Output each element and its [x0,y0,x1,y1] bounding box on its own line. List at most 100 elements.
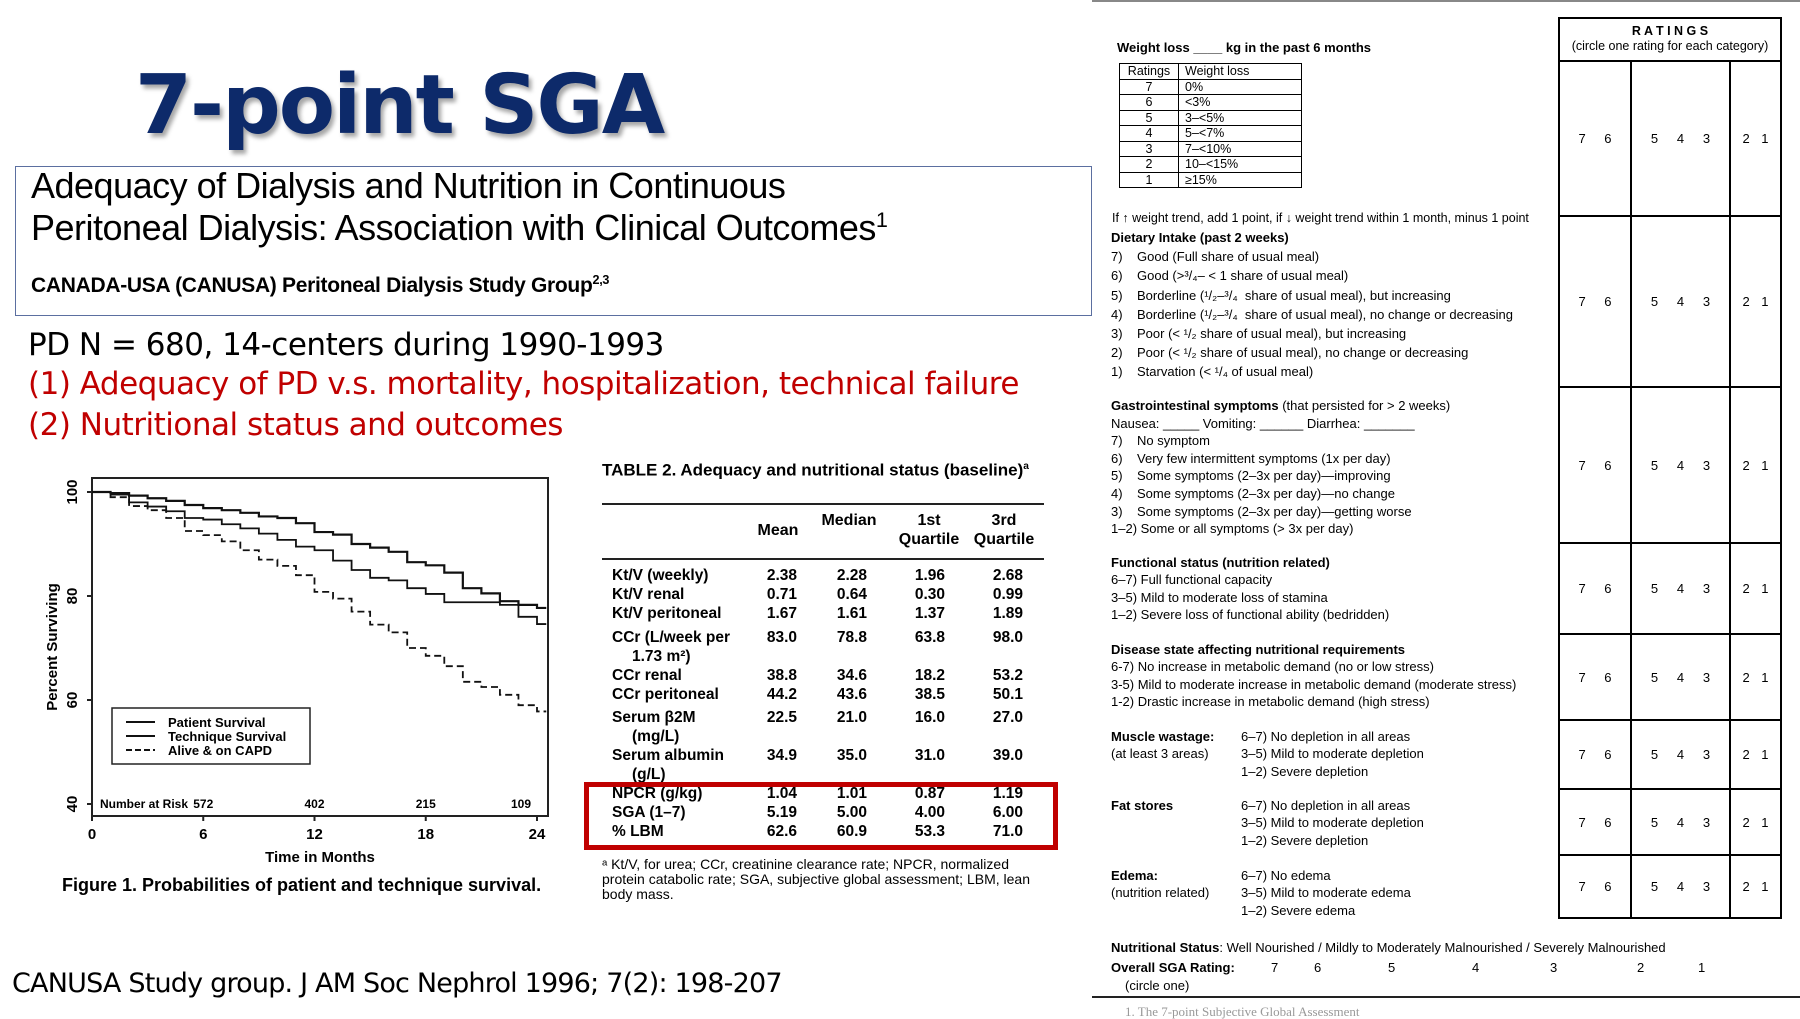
rating-option[interactable]: 5 [1650,131,1659,146]
rating-option[interactable]: 5 [1650,814,1659,830]
rating-option[interactable]: 3 [1702,131,1711,146]
rating-option[interactable]: 5 [1650,747,1659,762]
edema-item: 3–5) Mild to moderate edema [1241,885,1411,901]
rating-option[interactable]: 4 [1676,131,1685,146]
rating-option[interactable]: 2 [1742,294,1750,309]
rating-cell[interactable]: 5 4 3 [1630,544,1729,633]
rating-cell[interactable]: 5 4 3 [1630,635,1729,719]
x-tick-label: 18 [417,826,434,843]
rating-option[interactable]: 7 [1578,879,1586,894]
rating-option[interactable]: 3 [1702,879,1711,894]
rating-option[interactable]: 6 [1604,814,1612,830]
rating-option[interactable]: 6 [1604,669,1612,685]
rating-option[interactable]: 4 [1676,457,1685,473]
rating-option[interactable]: 1 [1761,879,1769,894]
rating-option[interactable]: 7 [1578,294,1586,309]
overall-rating-option[interactable]: 6 [1314,960,1322,975]
rating-option[interactable]: 7 [1578,814,1586,830]
rating-option[interactable]: 2 [1742,747,1750,762]
cell-value: 1.19 [992,785,1023,802]
rating-option[interactable]: 1 [1761,581,1769,596]
rating-option[interactable]: 7 [1578,747,1586,762]
rating-option[interactable]: 2 [1742,879,1750,894]
rating-option[interactable]: 5 [1650,457,1659,473]
rating-option[interactable]: 6 [1604,747,1612,762]
rating-option[interactable]: 4 [1676,747,1685,762]
overall-rating-option[interactable]: 1 [1698,960,1706,975]
rating-option[interactable]: 5 [1650,581,1659,596]
rating-option[interactable]: 1 [1761,457,1769,473]
rating-cell[interactable]: 5 4 3 [1630,388,1729,542]
rating-option[interactable]: 6 [1604,131,1612,146]
overall-rating-option[interactable]: 4 [1472,960,1480,975]
rating-option[interactable]: 1 [1761,814,1769,830]
rating-option[interactable]: 3 [1702,814,1711,830]
muscle-label: Muscle wastage: [1111,729,1215,744]
rating-option[interactable]: 3 [1702,457,1711,473]
rating-option[interactable]: 2 [1742,131,1750,146]
table2-footnote: ᵃ Kt/V, for urea; CCr, creatinine cleara… [602,856,1030,902]
rating-option[interactable]: 2 [1742,581,1750,596]
rating-cell[interactable]: 5 4 3 [1630,217,1729,386]
rating-option[interactable]: 5 [1650,879,1659,894]
dietary-item: 4) Borderline (¹/₂–³/₄ share of usual me… [1111,306,1513,322]
rating-option[interactable]: 1 [1761,747,1769,762]
rating-cell[interactable]: 5 4 3 [1630,721,1729,788]
rating-option[interactable]: 3 [1702,581,1711,596]
overall-rating-option[interactable]: 7 [1271,960,1279,975]
rating-option[interactable]: 3 [1702,294,1711,309]
rating-cell[interactable]: 5 4 3 [1630,62,1729,215]
overall-rating-option[interactable]: 5 [1388,960,1396,975]
cell-value: 18.2 [914,667,945,684]
rating-option[interactable]: 1 [1761,669,1769,685]
rating-option[interactable]: 6 [1604,581,1612,596]
cell-value: 27.0 [992,709,1023,726]
rating-option[interactable]: 7 [1578,669,1586,685]
rating-option[interactable]: 4 [1676,814,1685,830]
table2-title: TABLE 2. Adequacy and nutritional status… [602,457,1062,480]
rating-option[interactable]: 2 [1742,814,1750,830]
rating-option[interactable]: 2 [1742,457,1750,473]
overall-rating-option[interactable]: 3 [1550,960,1558,975]
cell-value: 22.5 [766,709,797,726]
rating-option[interactable]: 5 [1650,669,1659,685]
rating-option[interactable]: 1 [1761,131,1769,146]
rating-option[interactable]: 1 [1761,294,1769,309]
rating-cell[interactable]: 5 4 3 [1630,856,1729,917]
rating-option[interactable]: 2 [1742,669,1750,685]
rating-option[interactable]: 6 [1604,879,1612,894]
rating-option[interactable]: 3 [1702,747,1711,762]
rating-option[interactable]: 4 [1676,294,1685,309]
weight-table-cell: 3–<5% [1178,109,1302,126]
rating-option[interactable]: 6 [1604,294,1612,309]
weight-table-cell: 1 [1119,171,1179,188]
overall-rating-option[interactable]: 2 [1637,960,1645,975]
cell-value: 0.99 [992,586,1023,603]
rating-option[interactable]: 3 [1702,669,1711,685]
rating-option[interactable]: 4 [1676,879,1685,894]
rating-option[interactable]: 6 [1604,457,1612,473]
rating-option[interactable]: 7 [1578,457,1586,473]
rating-option[interactable]: 7 [1578,581,1586,596]
rating-option[interactable]: 4 [1676,669,1685,685]
rating-option[interactable]: 4 [1676,581,1685,596]
rating-option[interactable]: 7 [1578,131,1586,146]
rating-option[interactable]: 5 [1650,294,1659,309]
rating-cell[interactable]: 5 4 3 [1630,790,1729,854]
